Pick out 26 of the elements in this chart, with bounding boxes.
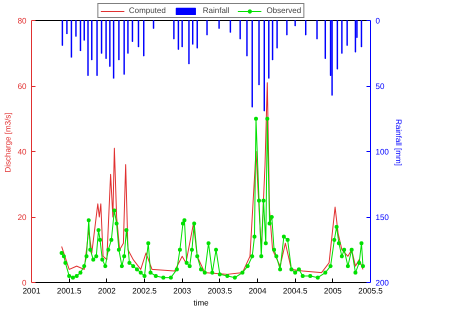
x-tick-label: 2001 [22, 286, 41, 296]
x-axis-title: time [193, 298, 210, 308]
x-tick-label: 2005.5 [358, 286, 384, 296]
x-tick-label: 2004.5 [282, 286, 308, 296]
y2-tick-label: 150 [376, 213, 390, 222]
y-tick-label: 20 [18, 213, 28, 222]
legend-label: Rainfall [202, 6, 230, 15]
legend-label: Computed [128, 6, 166, 15]
y-tick-label: 0 [22, 278, 28, 288]
x-tick-label: 2005 [324, 286, 342, 296]
y2-axis-title: Rainfall [mm] [394, 119, 403, 166]
x-tick-label: 2002 [98, 286, 116, 296]
y-axis-title: Discharge [m3/s] [4, 112, 13, 173]
y-tick-label: 80 [18, 16, 28, 26]
x-tick-label: 2003 [173, 286, 192, 296]
y2-tick-label: 0 [376, 16, 380, 26]
x-tick-label: 2001.5 [56, 286, 82, 296]
y-tick-label: 40 [18, 148, 28, 156]
y2-tick-label: 100 [376, 148, 390, 156]
x-tick-label: 2003.5 [208, 286, 233, 296]
y2-tick-label: 200 [376, 278, 390, 288]
y-tick-label: 60 [18, 82, 28, 91]
y2-tick-label: 50 [376, 82, 385, 91]
x-tick-label: 2002.5 [132, 286, 158, 296]
legend-label: Observed [266, 6, 302, 15]
x-tick-label: 2004 [248, 286, 267, 296]
